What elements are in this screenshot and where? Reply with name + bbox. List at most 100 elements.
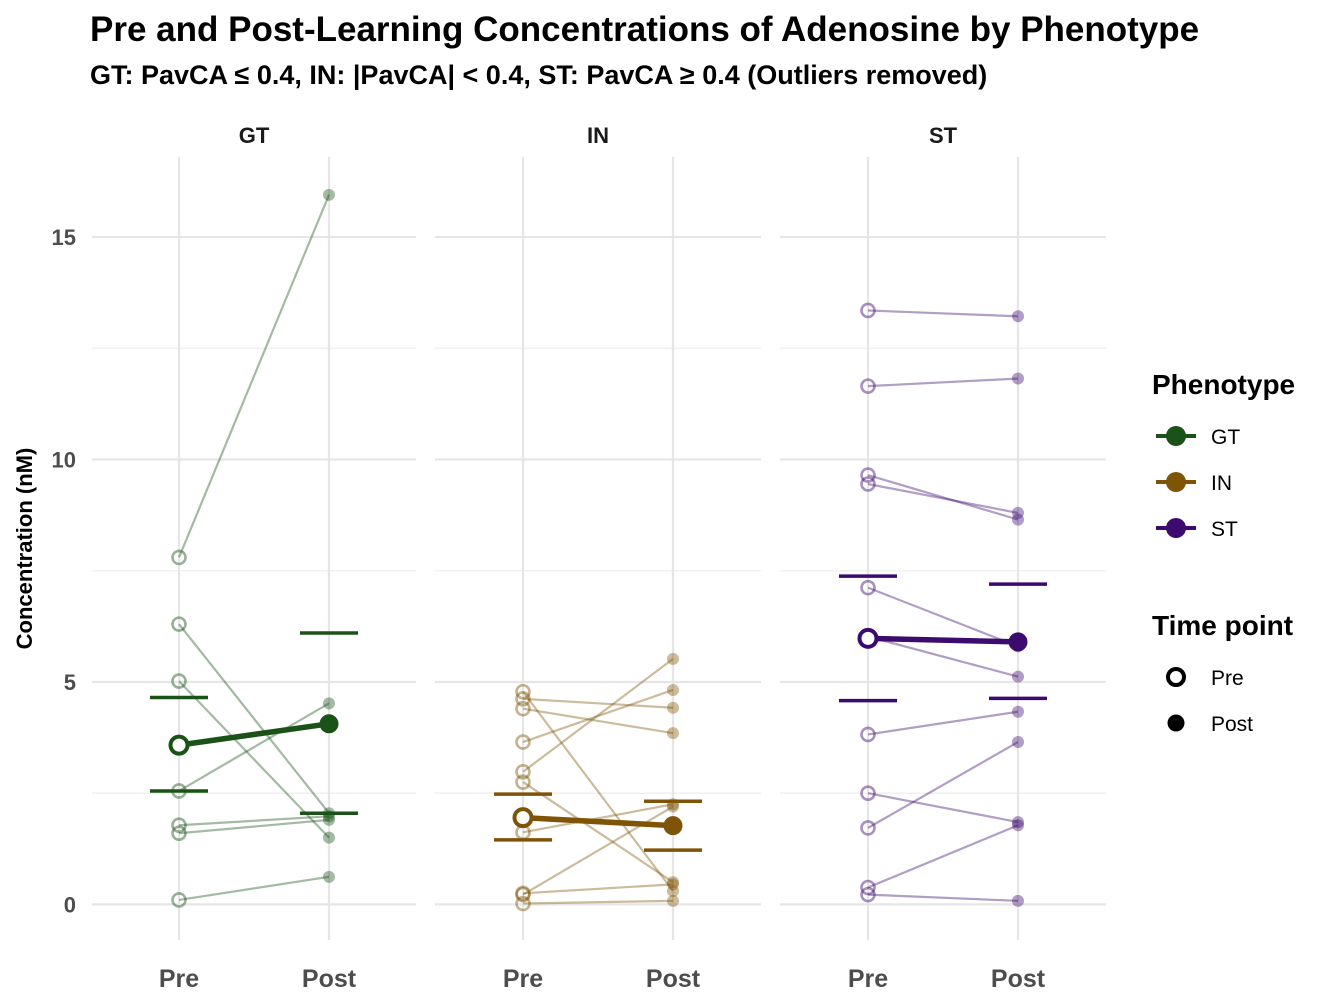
- y-axis-title: Concentration (nM): [12, 448, 37, 650]
- subject-line: [867, 482, 1019, 514]
- subject-line: [178, 623, 330, 814]
- post-point: [667, 652, 679, 665]
- post-point: [323, 188, 335, 201]
- facet-label-in: IN: [587, 123, 609, 148]
- pre-point: [515, 734, 531, 750]
- post-point: [1012, 506, 1024, 519]
- legend-key-post: [1167, 714, 1185, 732]
- post-point: [1012, 513, 1024, 526]
- subject-line: [178, 818, 330, 835]
- post-point: [1012, 816, 1024, 829]
- y-tick-label: 10: [52, 448, 76, 473]
- post-mean-point: [663, 816, 683, 836]
- pre-point: [515, 774, 531, 790]
- post-point: [323, 831, 335, 844]
- subject-line: [522, 707, 674, 735]
- facet-panel-gt: GT Pre Post: [92, 123, 416, 993]
- pre-mean-point: [168, 734, 190, 756]
- post-point: [1012, 310, 1024, 323]
- pre-point: [171, 616, 187, 632]
- subject-line: [867, 586, 1019, 648]
- legend-label-st: ST: [1211, 518, 1238, 541]
- pre-point: [860, 820, 876, 836]
- facet-label-gt: GT: [239, 123, 270, 148]
- subject-line: [867, 377, 1019, 388]
- legend-key-point-st: [1166, 518, 1186, 538]
- subject-line: [178, 875, 330, 902]
- pre-point: [860, 579, 876, 596]
- post-point: [323, 697, 335, 710]
- pre-point: [860, 726, 876, 743]
- subject-line: [522, 691, 674, 892]
- y-tick-label: 5: [64, 670, 76, 695]
- pre-point: [860, 879, 876, 896]
- post-point: [667, 727, 679, 740]
- subject-line: [867, 824, 1019, 889]
- legend-key-point-in: [1166, 472, 1186, 492]
- legend-title-time-point: Time point: [1152, 610, 1293, 641]
- post-point: [1012, 705, 1024, 718]
- subject-line: [867, 893, 1019, 902]
- subject-line: [867, 792, 1019, 824]
- post-point: [323, 870, 335, 883]
- mean-line: [522, 814, 674, 829]
- pre-point: [860, 378, 876, 394]
- y-tick-label: 0: [64, 892, 76, 917]
- mean-line: [867, 635, 1019, 645]
- y-tick-label: 15: [52, 225, 76, 250]
- x-tick-label-post: Post: [646, 965, 701, 993]
- pre-point: [515, 886, 531, 903]
- legend-label-pre: Pre: [1211, 667, 1244, 690]
- pre-point: [860, 476, 876, 492]
- facet-panel-st: ST Pre Post: [780, 123, 1106, 993]
- legend-title-phenotype: Phenotype: [1152, 369, 1295, 400]
- subject-line: [522, 883, 674, 895]
- post-point: [1012, 670, 1024, 683]
- legend-label-in: IN: [1211, 472, 1232, 495]
- subject-line: [178, 815, 330, 827]
- pre-point: [515, 895, 531, 912]
- legend-label-gt: GT: [1211, 426, 1240, 449]
- chart-title: Pre and Post-Learning Concentrations of …: [90, 10, 1200, 49]
- post-point: [667, 878, 679, 891]
- subject-line: [522, 805, 674, 896]
- pre-point: [860, 886, 876, 903]
- pre-point: [860, 467, 876, 483]
- subject-line: [178, 702, 330, 792]
- post-point: [1012, 819, 1024, 832]
- post-point: [1012, 736, 1024, 749]
- x-tick-label-pre: Pre: [159, 965, 199, 993]
- mean-line: [178, 721, 330, 748]
- subject-line: [867, 474, 1019, 521]
- post-mean-point: [319, 714, 339, 734]
- pre-point: [515, 700, 531, 717]
- post-point: [667, 800, 679, 813]
- x-tick-label-post: Post: [991, 965, 1046, 993]
- x-tick-label-pre: Pre: [503, 965, 543, 993]
- subject-line: [522, 657, 674, 773]
- pre-point: [171, 817, 187, 834]
- pre-point: [171, 892, 187, 908]
- post-point: [323, 813, 335, 826]
- post-point: [1012, 894, 1024, 907]
- post-point: [1012, 372, 1024, 385]
- pre-point: [171, 549, 187, 566]
- x-tick-label-pre: Pre: [848, 965, 888, 993]
- post-point: [667, 701, 679, 714]
- pre-point: [860, 302, 876, 319]
- post-point: [667, 683, 679, 696]
- subject-line: [867, 309, 1019, 318]
- post-point: [667, 876, 679, 889]
- subject-line: [867, 710, 1019, 736]
- post-point: [667, 894, 679, 907]
- x-tick-label-post: Post: [302, 965, 357, 993]
- subject-line: [522, 781, 674, 884]
- post-point: [667, 885, 679, 898]
- pre-mean-point: [512, 807, 534, 829]
- pre-point: [515, 683, 531, 700]
- pre-point: [860, 785, 876, 801]
- subject-line: [522, 688, 674, 744]
- pre-point: [171, 825, 187, 842]
